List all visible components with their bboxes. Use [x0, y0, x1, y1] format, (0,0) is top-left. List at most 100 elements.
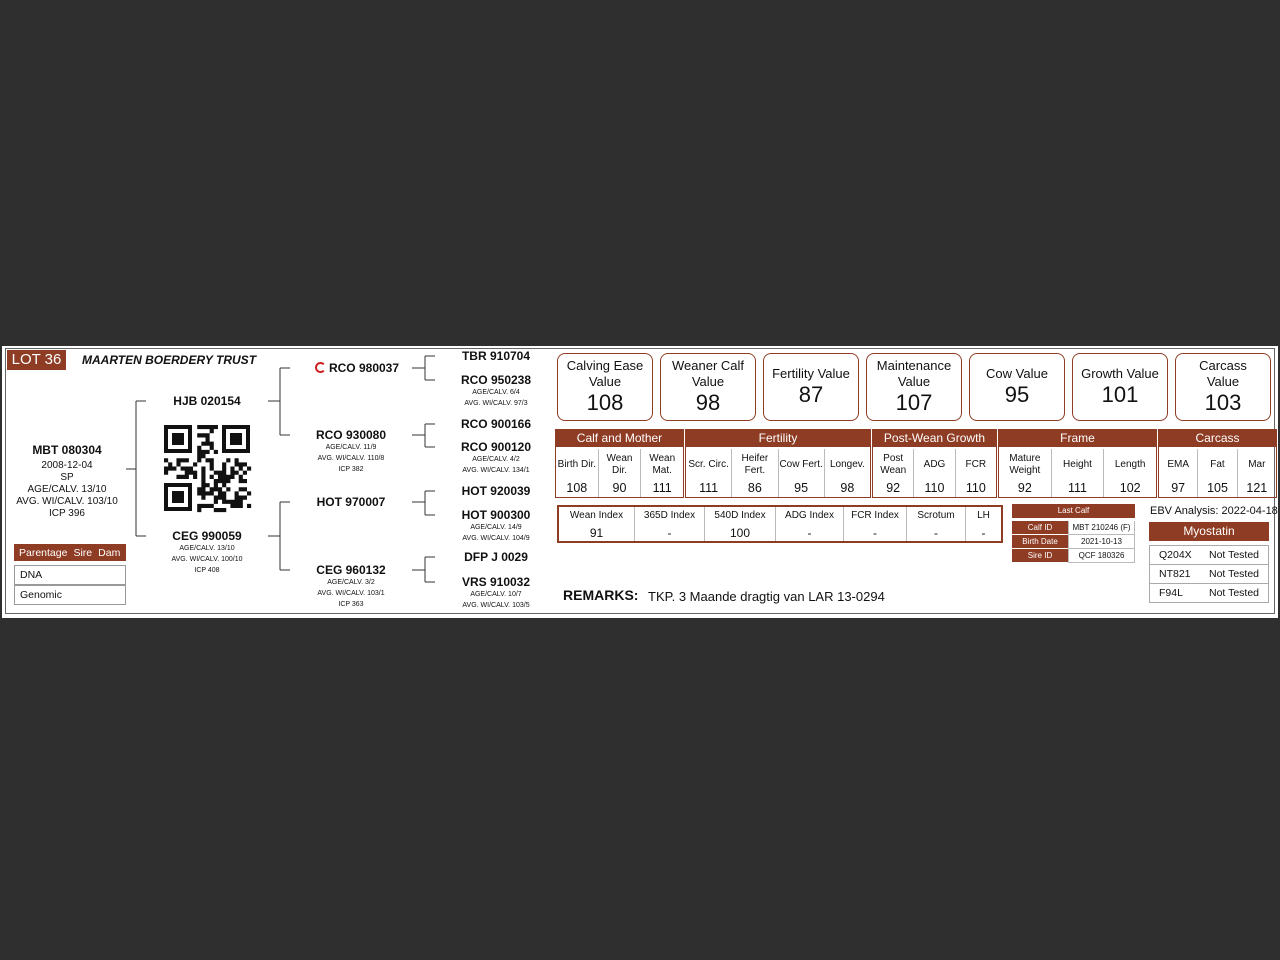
pedigree-node: RCO 900120 AGE/CALV. 4/2 AVG. WI/CALV. 134…	[421, 440, 571, 476]
pedigree-id: CEG 960132	[276, 563, 426, 577]
ebv-value: 121	[1246, 481, 1268, 495]
ebv-cell: Length 102	[1103, 449, 1156, 497]
parentage-table: Parentage Sire Dam DNA Genomic	[14, 544, 126, 605]
ebv-label: Cow Fert.	[779, 458, 823, 470]
last-calf-value: 2021-10-13	[1068, 535, 1135, 549]
ebv-table: Calf and Mother Birth Dir. 108 Wean Dir. 90 W…	[555, 429, 1278, 498]
pedigree-detail: AGE/CALV. 11/9	[325, 444, 377, 451]
ebv-traits: Birth Dir. 108 Wean Dir. 90 Wean Mat. 111	[556, 449, 683, 497]
last-calf-label: Birth Date	[1012, 535, 1068, 549]
pedigree-id-text: VRS 910032	[461, 575, 531, 589]
pedigree-id-text: CEG 960132	[316, 563, 386, 577]
pedigree-detail: AGE/CALV. 10/7	[470, 591, 522, 598]
value-number: 95	[1004, 382, 1030, 407]
index-value: 91	[589, 526, 604, 540]
index-cell: Scrotum -	[906, 507, 965, 541]
pedigree-id-text: HOT 920039	[461, 484, 531, 498]
index-value: -	[934, 526, 938, 540]
value-label: Growth Value	[1081, 366, 1159, 381]
pedigree-detail: AGE/CALV. 4/2	[472, 456, 520, 463]
value-box: Carcass Value 103	[1175, 353, 1271, 421]
parentage-column: Sire	[73, 546, 93, 559]
pedigree-id: HOT 900300	[421, 508, 571, 522]
pedigree-node: HOT 900300 AGE/CALV. 14/9 AVG. WI/CALV. 10…	[421, 508, 571, 544]
pedigree-detail: AVG. WI/CALV. 100/10	[171, 556, 243, 563]
myostatin-row: F94L Not Tested	[1149, 584, 1269, 603]
pedigree-detail: AVG. WI/CALV. 134/1	[462, 467, 530, 474]
ebv-traits: Mature Weight 92 Height 111 Length 102	[999, 449, 1156, 497]
index-cell: Wean Index 91	[559, 507, 634, 541]
pedigree-node: HOT 920039	[421, 484, 571, 498]
value-label: Cow Value	[986, 366, 1048, 381]
ebv-group-name: Fertility	[686, 430, 870, 447]
ebv-value: 110	[924, 481, 945, 495]
pedigree-id-text: RCO 900120	[460, 440, 532, 454]
index-value: 100	[729, 526, 751, 540]
ebv-group-name: Post-Wean Growth	[873, 430, 996, 447]
value-label: Fertility Value	[772, 366, 850, 381]
last-calf-row: Sire ID QCF 180326	[1012, 549, 1135, 563]
pedigree-id: HOT 970007	[276, 495, 426, 509]
pedigree-node: VRS 910032 AGE/CALV. 10/7 AVG. WI/CALV. 10…	[421, 575, 571, 611]
pedigree-id-text: CEG 990059	[172, 529, 242, 543]
ebv-group-name: Frame	[999, 430, 1156, 447]
value-label: Carcass Value	[1199, 358, 1247, 389]
value-label: Calving Ease Value	[566, 358, 644, 389]
pedigree-id-text: RCO 900166	[460, 417, 532, 431]
index-label: FCR Index	[851, 510, 899, 521]
index-label: LH	[977, 510, 990, 521]
ebv-cell: Mar 121	[1236, 449, 1276, 497]
ebv-cell: Wean Dir. 90	[597, 449, 641, 497]
pedigree-id-text: DFP J 0029	[464, 550, 528, 564]
ebv-traits: EMA 97 Fat 105 Mar 121	[1159, 449, 1276, 497]
pedigree-id: VRS 910032	[421, 575, 571, 589]
ebv-value: 95	[794, 481, 809, 495]
myostatin-status: Not Tested	[1209, 549, 1260, 561]
ebv-value: 111	[1068, 481, 1088, 495]
ebv-label: Height	[1063, 458, 1092, 470]
index-label: 540D Index	[714, 510, 766, 521]
ebv-value: 92	[1017, 481, 1032, 495]
myostatin-gene: F94L	[1159, 587, 1183, 599]
ebv-cell: Longev. 98	[823, 449, 870, 497]
pedigree-id: RCO 900166	[421, 417, 571, 431]
pedigree-node: HOT 970007	[276, 495, 426, 509]
last-calf-label: Calf ID	[1012, 521, 1068, 535]
pedigree-node: CEG 960132 AGE/CALV. 3/2 AVG. WI/CALV. 103…	[276, 563, 426, 610]
ebv-label: Heifer Fert.	[741, 452, 769, 476]
value-box: Cow Value 95	[969, 353, 1065, 421]
pedigree-id: HOT 920039	[421, 484, 571, 498]
pedigree-id: TBR 910704	[421, 349, 571, 363]
pedigree-detail: ICP 408	[194, 567, 220, 574]
ebv-label: Longev.	[829, 458, 865, 470]
ebv-label: Mature Weight	[1009, 452, 1041, 476]
ebv-cell: EMA 97	[1159, 449, 1197, 497]
card-border	[5, 348, 1275, 614]
index-label: 365D Index	[643, 510, 696, 521]
ebv-label: EMA	[1167, 458, 1189, 470]
ebv-label: Mar	[1248, 458, 1266, 470]
animal-line: SP	[60, 472, 74, 483]
pedigree-detail: AVG. WI/CALV. 103/5	[462, 602, 530, 609]
value-box: Fertility Value 87	[763, 353, 859, 421]
ebv-cell: Post Wean 92	[873, 449, 913, 497]
index-cell: 540D Index 100	[704, 507, 775, 541]
pedigree-id: RCO 900120	[421, 440, 571, 454]
ebv-cell: Birth Dir. 108	[556, 449, 598, 497]
pedigree-detail: AGE/CALV. 14/9	[470, 524, 522, 531]
ebv-group-name: Carcass	[1159, 430, 1276, 447]
ebv-cell: Fat 105	[1197, 449, 1236, 497]
lot-badge: LOT 36	[7, 350, 66, 370]
myostatin-row: Q204X Not Tested	[1149, 545, 1269, 565]
pedigree-id-text: HOT 900300	[461, 508, 531, 522]
value-number: 108	[586, 390, 624, 415]
ebv-label: Birth Dir.	[557, 458, 596, 470]
pedigree-id-text: RCO 980037	[328, 361, 400, 375]
last-calf-label: Sire ID	[1012, 549, 1068, 563]
ebv-label: Scr. Circ.	[688, 458, 729, 470]
myostatin-status: Not Tested	[1209, 568, 1260, 580]
myostatin-gene: NT821	[1159, 568, 1191, 580]
pedigree-node: RCO 950238 AGE/CALV. 6/4 AVG. WI/CALV. 97/…	[421, 373, 571, 409]
